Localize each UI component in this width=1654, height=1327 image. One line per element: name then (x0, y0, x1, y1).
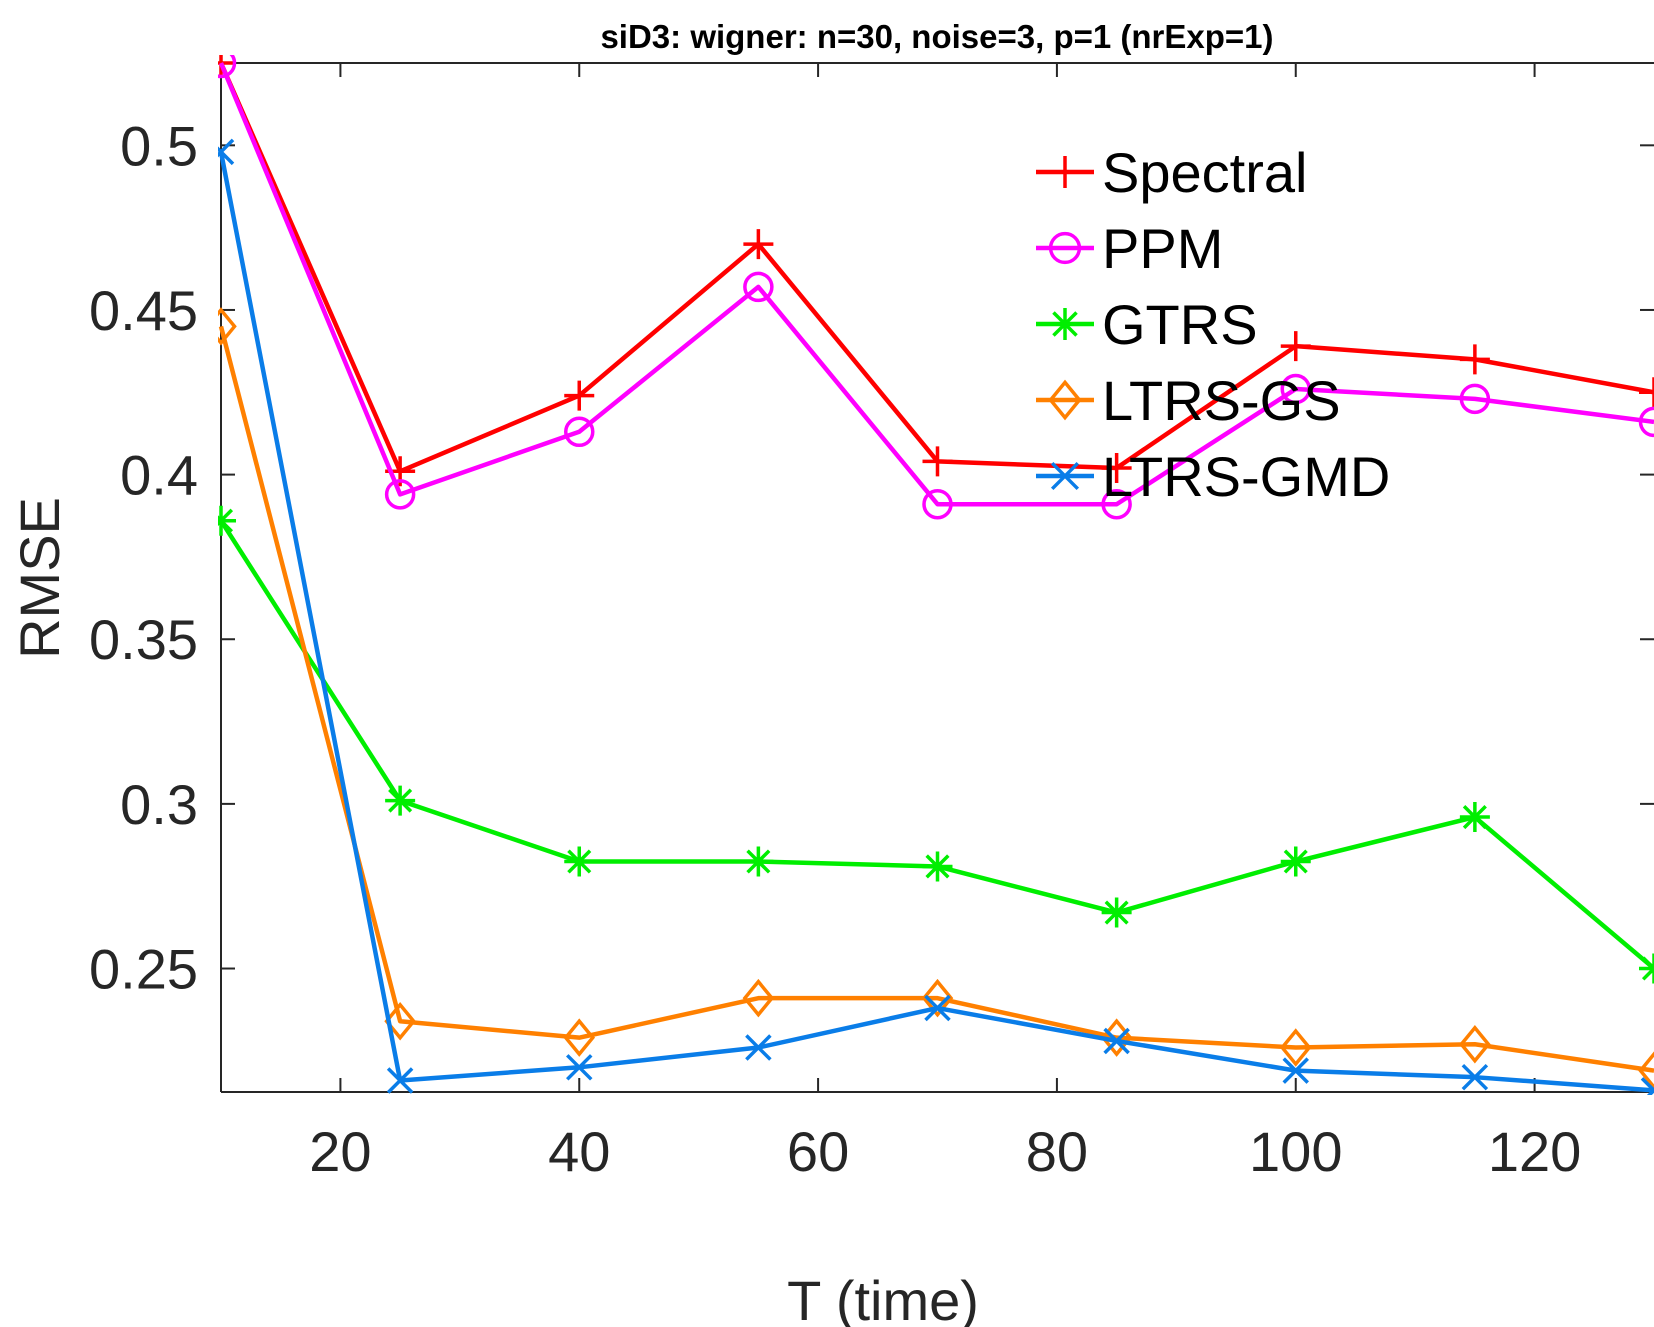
plus-marker (1639, 377, 1654, 408)
cross-marker (566, 1054, 593, 1081)
asterisk-marker (922, 851, 953, 882)
cross-marker (924, 994, 951, 1022)
x-axis-label: T (time) (787, 1269, 979, 1327)
series-line-ppm (218, 62, 1654, 507)
series-ltrs-gmd (218, 138, 1654, 1095)
y-tick-label: 0.45 (89, 279, 198, 342)
series-ppm (218, 55, 1654, 520)
circle-marker (1638, 406, 1654, 438)
asterisk-marker (385, 785, 416, 816)
cross-marker (1103, 1027, 1130, 1055)
asterisk-marker (564, 846, 595, 877)
cross-marker (1282, 1057, 1309, 1084)
series-ltrs-gs (218, 307, 1654, 1090)
cross-marker (745, 1034, 772, 1061)
legend-entry-ltrs-gmd: LTRS-GMD (1036, 445, 1390, 508)
diamond-marker (1279, 1028, 1312, 1067)
plus-marker (922, 446, 953, 477)
asterisk-marker (1280, 846, 1311, 877)
asterisk-marker (1101, 897, 1132, 928)
circle-marker (743, 271, 774, 303)
y-axis-label: RMSE (8, 497, 71, 659)
asterisk-marker (218, 505, 236, 536)
plus-marker (1280, 331, 1311, 362)
cross-marker (1050, 461, 1080, 491)
diamond-marker (1459, 1024, 1491, 1064)
series-line-ltrs-gmd (218, 151, 1654, 1093)
plus-marker (1101, 453, 1132, 484)
legend-label: LTRS-GMD (1102, 445, 1390, 508)
legend-label: GTRS (1102, 293, 1258, 356)
x-tick-label: 80 (1026, 1120, 1088, 1183)
legend-entry-spectral: Spectral (1036, 141, 1307, 204)
legend-entry-ppm: PPM (1036, 217, 1223, 280)
circle-marker (922, 488, 953, 520)
y-tick-label: 0.25 (89, 938, 198, 1001)
legend-entry-ltrs-gs: LTRS-GS (1036, 369, 1341, 432)
asterisk-marker (1049, 308, 1081, 340)
axes (220, 62, 1654, 1093)
circle-marker (218, 55, 237, 79)
series-line-gtrs (219, 519, 1654, 971)
diamond-marker (921, 978, 954, 1018)
cross-marker (386, 1067, 414, 1094)
y-tick-label: 0.3 (120, 773, 198, 836)
circle-marker (1101, 488, 1132, 520)
diamond-marker (742, 978, 775, 1018)
diamond-marker (1638, 1051, 1654, 1090)
series-line-spectral (218, 62, 1654, 474)
series-group (218, 55, 1654, 1095)
cross-marker (218, 138, 235, 166)
diamond-marker (563, 1018, 596, 1057)
y-tick-label: 0.4 (120, 444, 198, 507)
cross-marker (1461, 1063, 1489, 1091)
ticks: 20 40 60 80 100 120 0.25 0.3 0.35 0.4 0.45 0.5 (89, 63, 1654, 1183)
plus-marker (743, 229, 774, 260)
legend-entry-gtrs: GTRS (1036, 293, 1258, 356)
series-gtrs (218, 505, 1654, 984)
plus-marker (1049, 156, 1081, 188)
circle-marker (564, 416, 595, 448)
series-spectral (218, 55, 1654, 487)
legend-label: LTRS-GS (1102, 369, 1341, 432)
plus-marker (564, 380, 595, 411)
x-tick-label: 100 (1249, 1120, 1342, 1183)
diamond-marker (384, 1001, 416, 1041)
series-line-ltrs-gs (218, 325, 1654, 1073)
y-tick-label: 0.5 (120, 114, 198, 177)
x-tick-label: 60 (787, 1120, 849, 1183)
chart-title: siD3: wigner: n=30, noise=3, p=1 (nrExp=… (600, 18, 1273, 55)
plus-marker (1459, 344, 1490, 375)
cross-marker (1640, 1077, 1654, 1095)
diamond-marker (218, 307, 237, 346)
x-tick-label: 40 (548, 1120, 610, 1183)
circle-marker (384, 479, 416, 510)
x-tick-label: 20 (309, 1120, 371, 1183)
circle-marker (1048, 231, 1082, 265)
asterisk-marker (1459, 802, 1490, 833)
diamond-marker (1048, 379, 1082, 421)
legend-label: Spectral (1102, 141, 1307, 204)
circle-marker (1280, 373, 1311, 405)
x-tick-label: 120 (1488, 1120, 1581, 1183)
legend-label: PPM (1102, 217, 1223, 280)
circle-marker (1459, 383, 1491, 415)
legend: Spectral PPM GTRS LTRS-GS LTRS-GMD (1036, 141, 1390, 508)
asterisk-marker (743, 846, 774, 877)
y-tick-label: 0.35 (89, 608, 198, 671)
